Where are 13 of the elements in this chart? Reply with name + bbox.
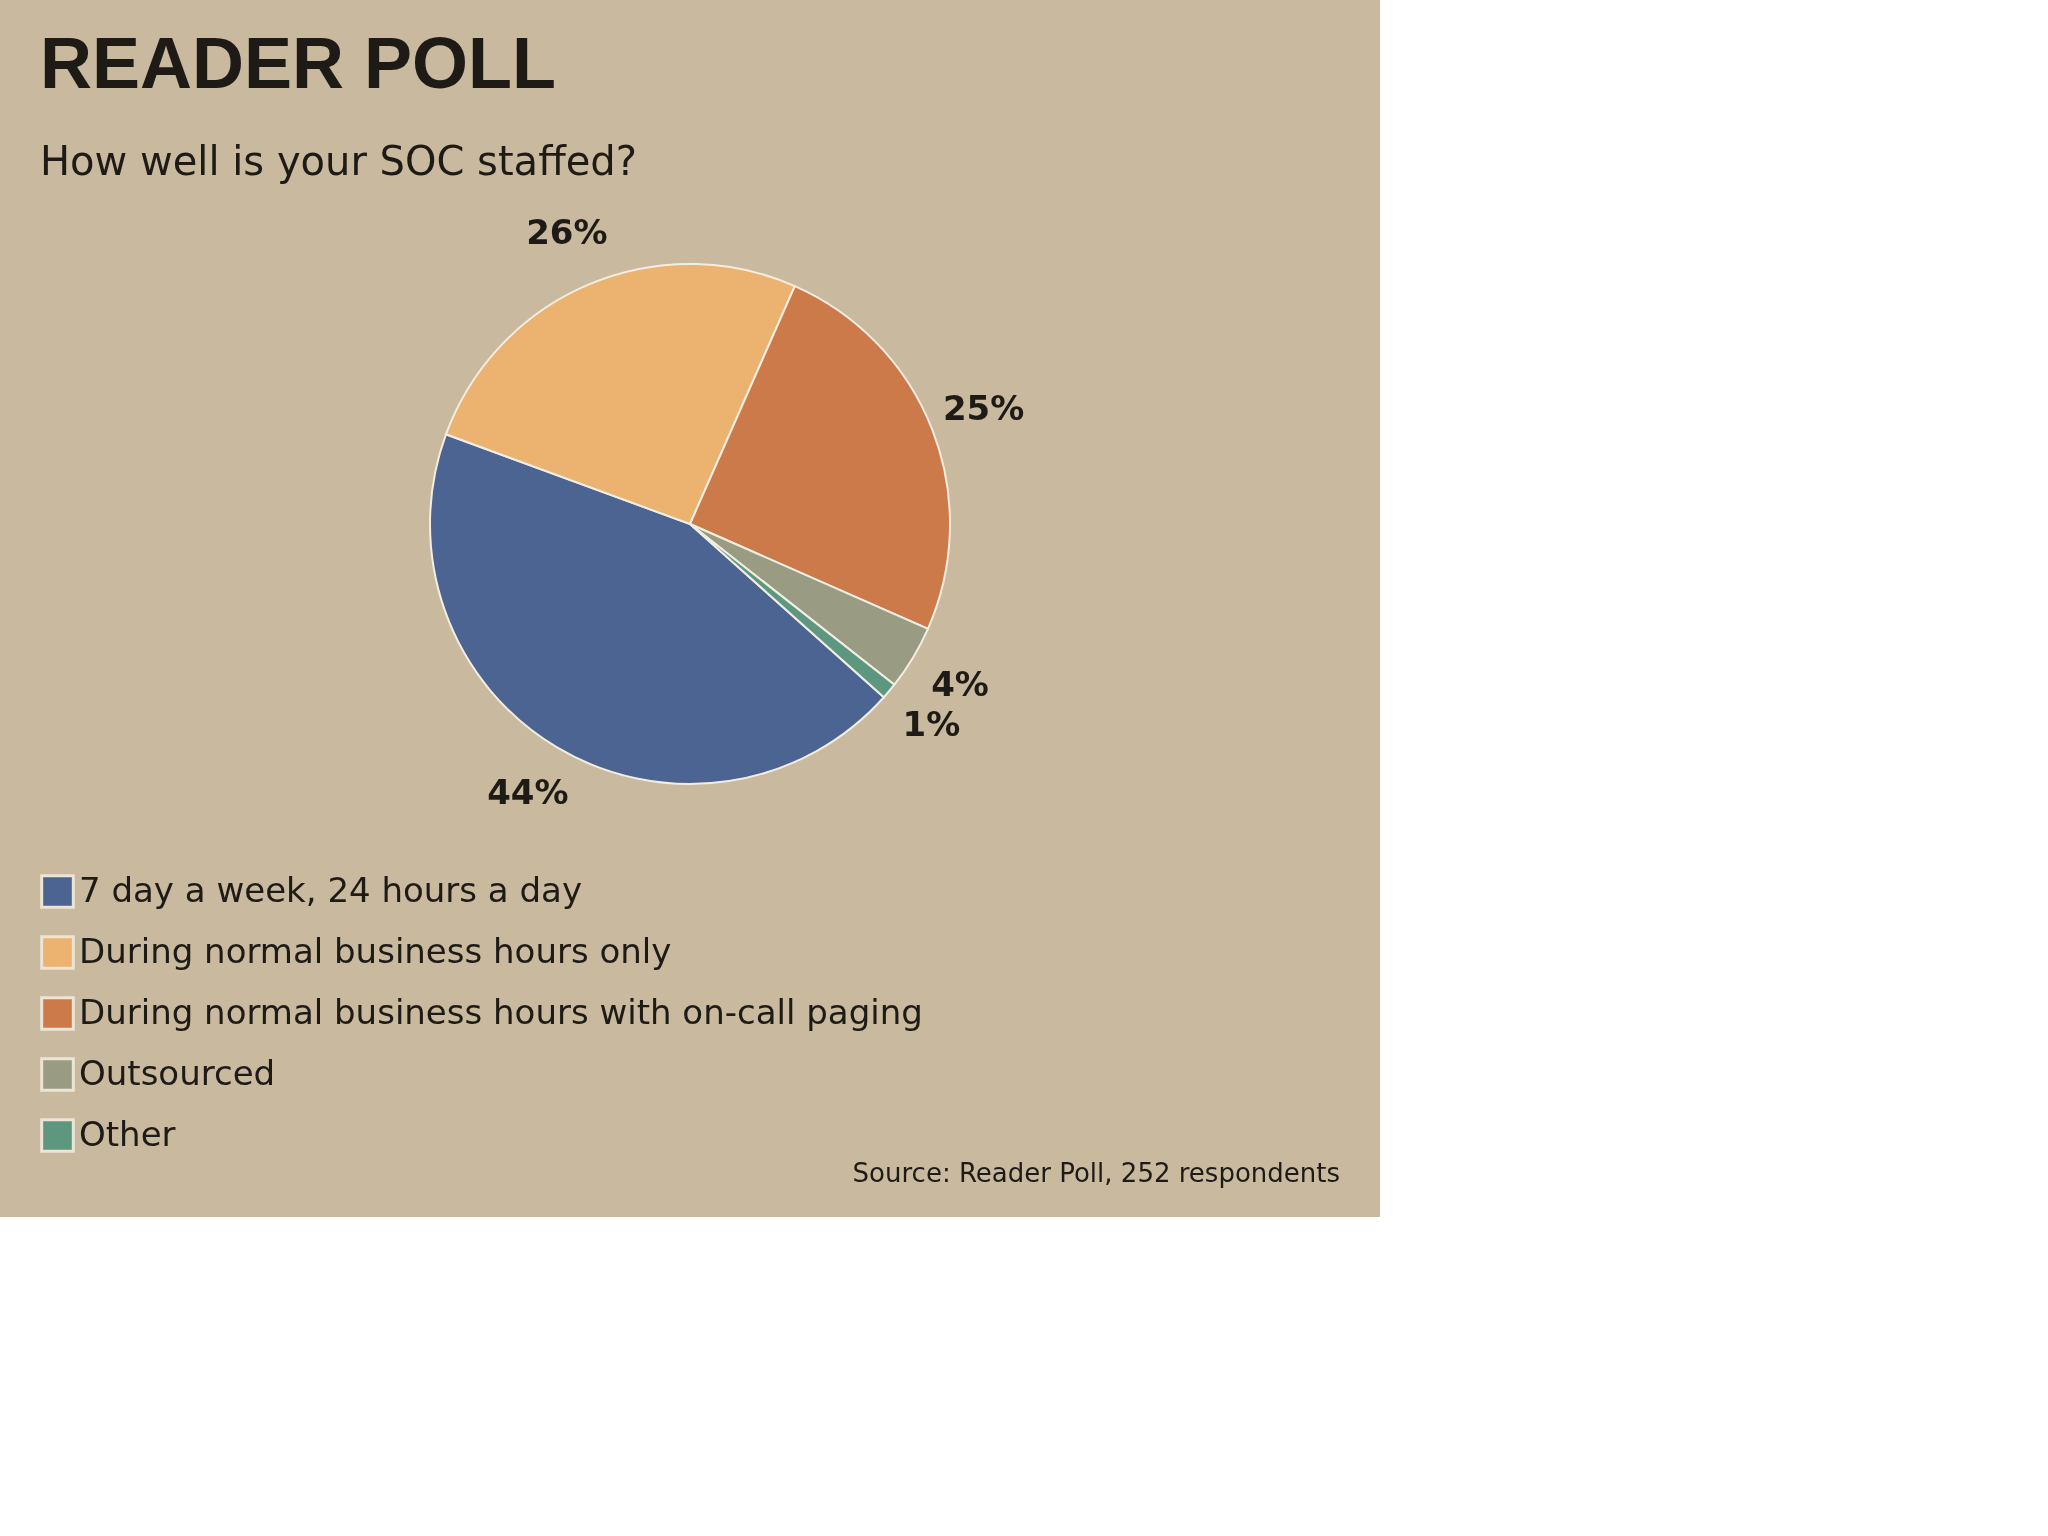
data-label: 25% <box>942 387 1025 428</box>
data-label: 4% <box>931 664 989 705</box>
chart-subtitle: How well is your SOC staffed? <box>40 138 637 184</box>
legend-label: 7 day a week, 24 hours a day <box>79 869 583 910</box>
legend-label: During normal business hours only <box>79 930 672 971</box>
source-note: Source: Reader Poll, 252 respondents <box>852 1158 1340 1188</box>
data-label: 26% <box>526 212 608 253</box>
data-label: 1% <box>902 704 961 745</box>
legend-label: Outsourced <box>79 1052 276 1093</box>
legend-label: Other <box>79 1113 176 1154</box>
legend-label: During normal business hours with on-call paging <box>79 991 923 1032</box>
chart-title: READER POLL <box>40 23 557 103</box>
data-label: 44% <box>487 772 569 813</box>
